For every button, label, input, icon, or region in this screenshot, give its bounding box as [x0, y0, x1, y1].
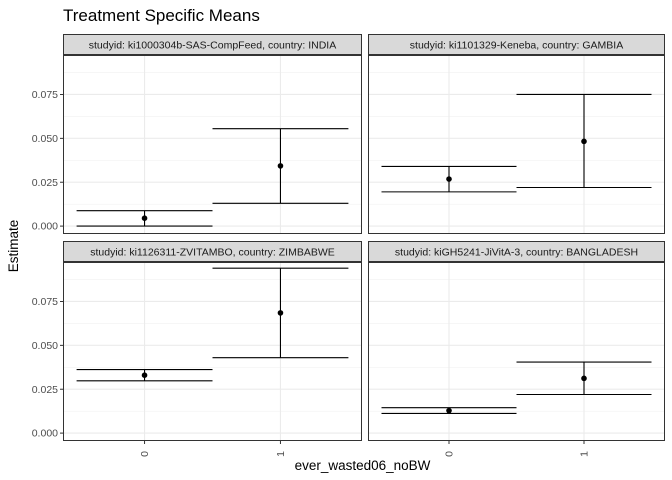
- panel-background: [63, 55, 362, 234]
- estimate-point: [277, 310, 284, 316]
- facet-strip: [368, 34, 665, 55]
- panel-border: [63, 262, 362, 441]
- x-tick-label: 0: [139, 451, 151, 457]
- x-tick-label: 0: [444, 451, 456, 457]
- facet-strip-label: studyid: ki1126311-ZVITAMBO, country: ZI…: [90, 246, 335, 258]
- facet-panel: studyid: ki1101329-Keneba, country: GAMB…: [368, 34, 665, 234]
- y-tick-label: 0.000: [32, 221, 58, 233]
- facet-panel: studyid: kiGH5241-JiVitA-3, country: BAN…: [368, 241, 665, 457]
- facet-panel: studyid: ki1126311-ZVITAMBO, country: ZI…: [32, 241, 362, 457]
- y-tick-label: 0.050: [32, 133, 58, 145]
- y-tick-label: 0.075: [32, 296, 58, 308]
- panel-border: [368, 262, 665, 441]
- panel-background: [368, 262, 665, 441]
- panel-border: [63, 55, 362, 234]
- y-tick-label: 0.000: [32, 428, 58, 440]
- facet-panel: studyid: ki1000304b-SAS-CompFeed, countr…: [32, 34, 362, 234]
- facet-strip: [368, 241, 665, 262]
- facet-panels: studyid: ki1000304b-SAS-CompFeed, countr…: [32, 34, 665, 457]
- x-tick-label: 1: [275, 451, 287, 457]
- facet-strip: [63, 241, 362, 262]
- facet-strip: [63, 34, 362, 55]
- facet-strip-label: studyid: ki1101329-Keneba, country: GAMB…: [410, 39, 623, 51]
- estimate-point: [446, 176, 452, 182]
- estimate-point: [277, 163, 284, 169]
- facet-strip-label: studyid: kiGH5241-JiVitA-3, country: BAN…: [395, 246, 638, 258]
- panel-border: [368, 55, 665, 234]
- panel-background: [63, 262, 362, 441]
- y-tick-label: 0.025: [32, 384, 58, 396]
- facet-strip-label: studyid: ki1000304b-SAS-CompFeed, countr…: [89, 39, 336, 51]
- x-axis-title: ever_wasted06_noBW: [295, 458, 431, 473]
- estimate-point: [141, 372, 148, 378]
- y-axis-title: Estimate: [6, 220, 21, 273]
- estimate-point: [446, 407, 452, 414]
- y-tick-label: 0.050: [32, 340, 58, 352]
- y-tick-label: 0.025: [32, 177, 58, 189]
- estimate-point: [581, 375, 587, 382]
- estimate-point: [141, 215, 148, 222]
- estimate-point: [581, 138, 587, 145]
- panel-background: [368, 55, 665, 234]
- y-tick-label: 0.075: [32, 89, 58, 101]
- chart-title: Treatment Specific Means: [63, 6, 260, 25]
- x-tick-label: 1: [579, 451, 591, 457]
